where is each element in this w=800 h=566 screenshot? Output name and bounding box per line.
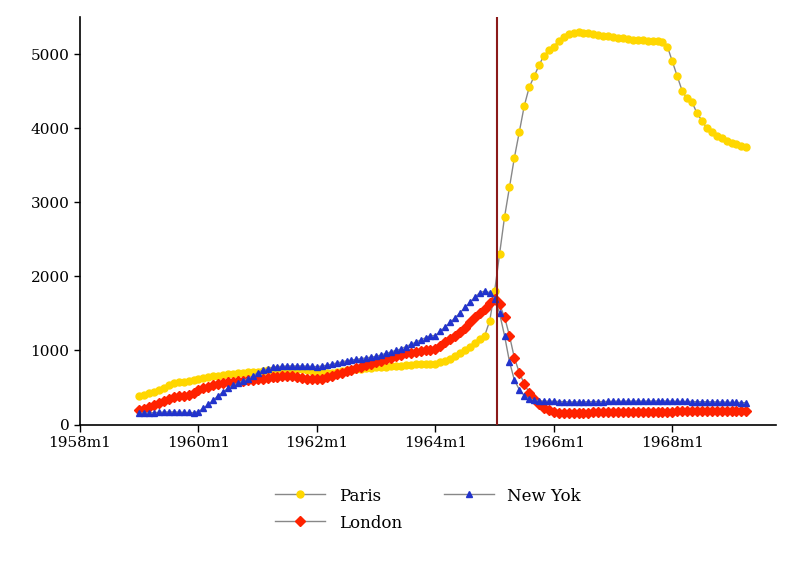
Paris xyxy=(574,28,583,35)
Line: New Yok: New Yok xyxy=(136,288,750,417)
London xyxy=(490,295,499,302)
New Yok xyxy=(139,410,149,417)
Paris xyxy=(312,369,322,376)
New Yok xyxy=(134,410,144,417)
London xyxy=(485,299,494,306)
New Yok xyxy=(312,363,322,370)
New Yok xyxy=(248,373,258,380)
Paris xyxy=(134,392,144,399)
London xyxy=(742,408,751,414)
Paris xyxy=(485,318,494,324)
New Yok xyxy=(174,409,183,415)
London xyxy=(312,376,322,383)
London xyxy=(174,393,183,400)
London xyxy=(559,410,569,417)
New Yok xyxy=(742,400,751,406)
London xyxy=(401,350,410,357)
New Yok xyxy=(480,288,490,294)
Line: London: London xyxy=(136,295,750,417)
Paris xyxy=(401,362,410,368)
London xyxy=(134,406,144,413)
Line: Paris: Paris xyxy=(136,28,750,399)
Legend: Paris, London, New Yok: Paris, London, New Yok xyxy=(269,481,587,538)
New Yok xyxy=(490,295,499,302)
New Yok xyxy=(401,344,410,350)
Paris xyxy=(139,392,149,398)
Paris xyxy=(248,368,258,375)
London xyxy=(139,406,149,413)
Paris xyxy=(174,379,183,385)
London xyxy=(248,376,258,383)
Paris xyxy=(742,143,751,150)
